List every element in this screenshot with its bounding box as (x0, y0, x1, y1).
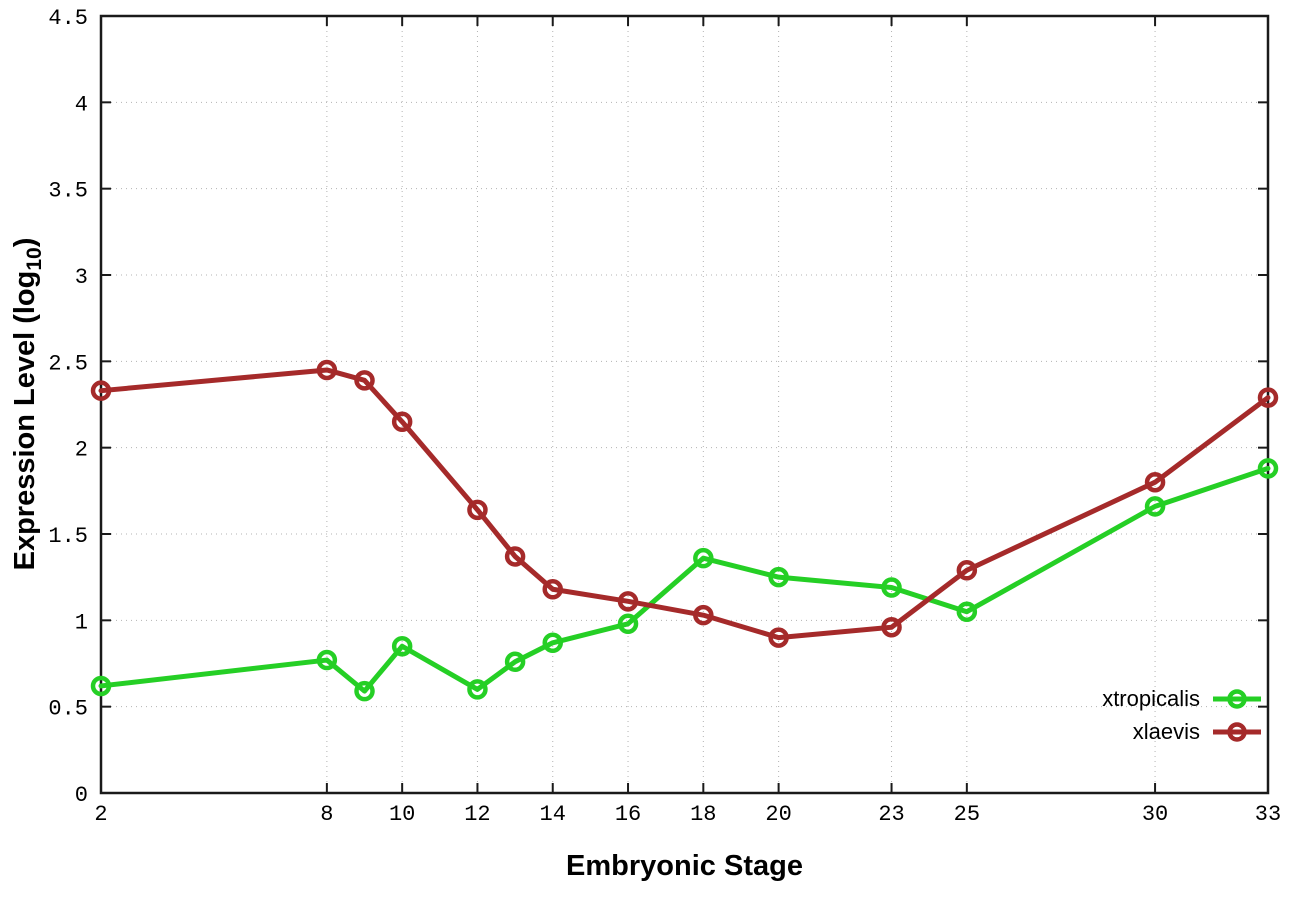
data-point-xlaevis (617, 591, 639, 612)
y-axis-title-subscript: 10 (22, 247, 46, 271)
x-tick-label: 23 (878, 802, 904, 827)
data-point-xlaevis (768, 627, 789, 648)
y-tick-label: 0 (75, 783, 88, 808)
data-point-xlaevis (316, 359, 338, 381)
data-point-xtropicalis (881, 577, 902, 598)
data-point-xtropicalis (467, 679, 488, 700)
data-point-xtropicalis (391, 635, 413, 657)
legend-marker-xlaevis (1213, 721, 1261, 742)
x-tick-label: 2 (94, 802, 107, 827)
data-point-xlaevis (956, 560, 978, 581)
y-axis-title: Expression Level (log10) (9, 238, 47, 571)
x-tick-label: 30 (1142, 802, 1168, 827)
series-line-xlaevis (98, 367, 1271, 641)
x-tick-label: 14 (540, 802, 566, 827)
y-tick-label: 3.5 (48, 179, 88, 204)
data-point-xtropicalis (693, 547, 714, 569)
x-tick-label: 8 (320, 802, 333, 827)
legend-marker-xtropicalis (1213, 688, 1261, 709)
data-point-xlaevis (1144, 471, 1166, 493)
data-point-xlaevis (881, 616, 902, 638)
x-tick-label: 20 (765, 802, 791, 827)
data-point-xtropicalis (90, 675, 112, 697)
data-point-xtropicalis (316, 649, 338, 671)
x-tick-label: 16 (615, 802, 641, 827)
y-tick-label: 1 (75, 610, 88, 635)
y-tick-label: 1.5 (48, 524, 88, 549)
data-point-xtropicalis (1144, 496, 1166, 517)
legend-label-xtropicalis: xtropicalis (1102, 685, 1200, 711)
legend-item-xlaevis: xlaevis (1102, 715, 1263, 748)
series-line-xtropicalis (98, 465, 1271, 694)
data-point-xlaevis (467, 499, 488, 521)
data-point-xtropicalis (617, 613, 639, 635)
x-tick-label: 12 (464, 802, 490, 827)
x-tick-label: 33 (1255, 802, 1281, 827)
data-point-xtropicalis (542, 632, 563, 654)
data-point-xlaevis (504, 546, 526, 567)
y-tick-label: 2 (75, 438, 88, 463)
x-tick-label: 25 (954, 802, 980, 827)
x-tick-label: 18 (690, 802, 716, 827)
data-point-xlaevis (1257, 387, 1279, 408)
plot-border (99, 14, 1270, 795)
data-point-xlaevis (354, 370, 375, 391)
data-point-xlaevis (391, 411, 413, 433)
y-tick-label: 3 (75, 265, 88, 290)
data-point-xlaevis (542, 579, 563, 600)
data-point-xlaevis (693, 604, 714, 626)
x-axis-title: Embryonic Stage (566, 850, 803, 882)
y-tick-label: 0.5 (48, 697, 88, 722)
data-point-xtropicalis (354, 680, 375, 702)
y-axis-title-main: Expression Level (log (9, 270, 42, 571)
legend: xtropicalis xlaevis (1102, 682, 1263, 748)
y-axis-title-end: ) (9, 237, 42, 248)
data-point-xlaevis (90, 380, 112, 401)
x-tick-label: 10 (389, 802, 415, 827)
data-point-xtropicalis (504, 651, 526, 673)
data-point-xtropicalis (768, 566, 789, 588)
y-tick-label: 4 (75, 92, 88, 117)
y-tick-label: 4.5 (48, 6, 88, 31)
legend-label-xlaevis: xlaevis (1132, 718, 1200, 744)
data-point-xtropicalis (1257, 458, 1279, 479)
y-tick-label: 2.5 (48, 351, 88, 376)
data-point-xtropicalis (956, 601, 978, 622)
legend-item-xtropicalis: xtropicalis (1102, 682, 1263, 715)
